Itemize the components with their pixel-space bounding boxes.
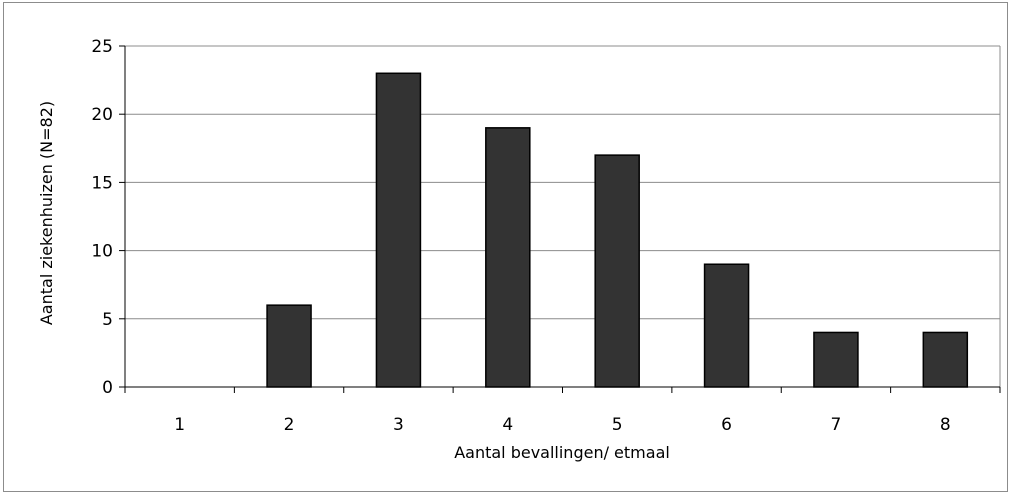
bar-4 [485, 127, 531, 388]
x-axis-title: Aantal bevallingen/ etmaal [454, 443, 670, 462]
y-tick-label: 10 [91, 242, 113, 262]
x-tick-label: 1 [174, 415, 185, 435]
bar-5 [594, 154, 640, 388]
y-axis-title: Aantal ziekenhuizen (N=82) [37, 101, 56, 325]
x-tick-label: 3 [393, 415, 404, 435]
x-tick-labels: 1 2 3 4 5 6 7 8 [174, 415, 950, 435]
bars [266, 72, 969, 388]
y-tick-label: 0 [102, 378, 113, 398]
x-tick-label: 5 [612, 415, 623, 435]
x-tick-label: 6 [721, 415, 732, 435]
bar-8 [922, 331, 969, 388]
y-tick-label: 5 [102, 310, 113, 330]
y-tick-label: 25 [91, 37, 113, 57]
x-tick-label: 4 [502, 415, 513, 435]
x-tick-label: 2 [284, 415, 295, 435]
bar-6 [703, 263, 750, 388]
y-tick-labels: 0 5 10 15 20 25 [91, 37, 113, 398]
bar-7 [813, 331, 859, 388]
y-tick-label: 15 [91, 173, 113, 193]
axes [119, 45, 1001, 393]
x-tick-label: 8 [940, 415, 951, 435]
bar-2 [266, 304, 312, 388]
gridlines [125, 45, 1001, 387]
y-tick-label: 20 [91, 105, 113, 125]
bar-3 [375, 72, 422, 388]
x-tick-label: 7 [831, 415, 842, 435]
